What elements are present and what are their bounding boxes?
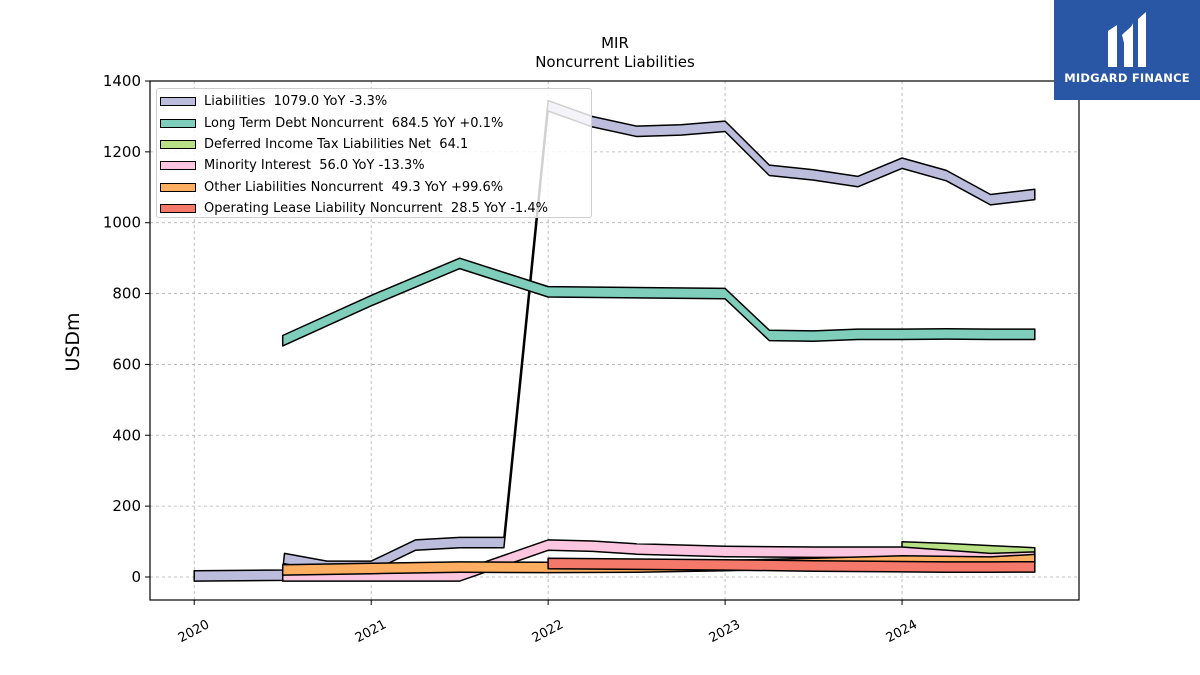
logo-text: MIDGARD FINANCE [1064, 71, 1190, 85]
series-band-5 [547, 557, 1036, 574]
legend-swatch [160, 182, 196, 192]
series-band-1 [281, 257, 1036, 347]
x-tick-label: 2020 [176, 617, 212, 646]
legend-item: Long Term Debt Noncurrent 684.5 YoY +0.1… [160, 112, 591, 133]
chart-title: MIR [601, 34, 629, 52]
y-tick-label: 1200 [103, 143, 141, 161]
legend-label: Minority Interest 56.0 YoY -13.3% [204, 158, 425, 174]
x-axis: 2020 2021 2022 2023 2024 [176, 600, 920, 646]
y-tick-label: 1400 [103, 72, 141, 90]
legend-label: Long Term Debt Noncurrent 684.5 YoY +0.1… [204, 115, 504, 131]
legend-item: Deferred Income Tax Liabilities Net 64.1 [160, 134, 591, 155]
x-tick-label: 2024 [884, 617, 920, 646]
legend-label: Operating Lease Liability Noncurrent 28.… [204, 201, 548, 217]
series-band-0 [193, 99, 1036, 582]
legend-label: Liabilities 1079.0 YoY -3.3% [204, 94, 388, 110]
series-layer [193, 99, 1036, 582]
legend-item: Liabilities 1079.0 YoY -3.3% [160, 91, 591, 112]
legend-item: Minority Interest 56.0 YoY -13.3% [160, 155, 591, 176]
plot-frame [149, 80, 1080, 601]
x-tick-label: 2021 [353, 617, 389, 646]
legend-swatch [160, 97, 196, 107]
chart-subtitle: Noncurrent Liabilities [535, 53, 695, 71]
legend-item: Operating Lease Liability Noncurrent 28.… [160, 198, 591, 219]
legend-item: Other Liabilities Noncurrent 49.3 YoY +9… [160, 177, 591, 198]
y-tick-label: 400 [112, 426, 141, 444]
legend-swatch [160, 204, 196, 214]
brand-logo: MIDGARD FINANCE [1054, 0, 1200, 100]
y-tick-label: 1000 [103, 214, 141, 232]
x-tick-label: 2023 [707, 617, 743, 646]
y-tick-label: 200 [112, 497, 141, 515]
legend-label: Deferred Income Tax Liabilities Net 64.1 [204, 136, 469, 152]
legend-swatch [160, 161, 196, 171]
legend-swatch [160, 139, 196, 149]
y-tick-label: 600 [112, 355, 141, 373]
legend-swatch [160, 118, 196, 128]
y-tick-label: 800 [112, 285, 141, 303]
legend: Liabilities 1079.0 YoY -3.3% Long Term De… [156, 88, 592, 218]
y-tick-label: 0 [131, 568, 141, 586]
y-axis-label: USDm [62, 312, 84, 371]
logo-mark-icon [1108, 12, 1146, 67]
y-axis: 0 200 400 600 800 1000 1200 1400 [103, 72, 150, 586]
legend-label: Other Liabilities Noncurrent 49.3 YoY +9… [204, 179, 504, 195]
x-tick-label: 2022 [530, 617, 566, 646]
